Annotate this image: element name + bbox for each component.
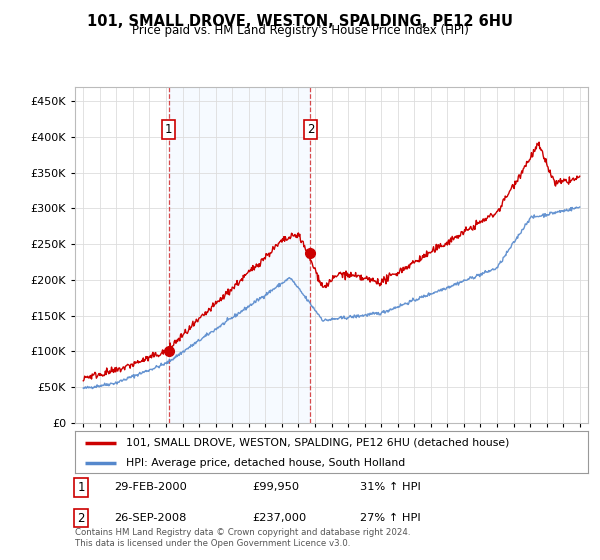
Text: 1: 1 [165, 123, 172, 136]
Text: 101, SMALL DROVE, WESTON, SPALDING, PE12 6HU: 101, SMALL DROVE, WESTON, SPALDING, PE12… [87, 14, 513, 29]
Text: £237,000: £237,000 [252, 513, 306, 523]
Text: 1: 1 [77, 480, 85, 494]
Text: 2: 2 [307, 123, 314, 136]
Text: £99,950: £99,950 [252, 482, 299, 492]
Text: Contains HM Land Registry data © Crown copyright and database right 2024.
This d: Contains HM Land Registry data © Crown c… [75, 528, 410, 548]
Bar [169, 87, 310, 423]
Text: 26-SEP-2008: 26-SEP-2008 [114, 513, 187, 523]
Text: Price paid vs. HM Land Registry's House Price Index (HPI): Price paid vs. HM Land Registry's House … [131, 24, 469, 36]
Text: 29-FEB-2000: 29-FEB-2000 [114, 482, 187, 492]
Text: 2: 2 [77, 511, 85, 525]
Text: HPI: Average price, detached house, South Holland: HPI: Average price, detached house, Sout… [127, 458, 406, 468]
Text: 101, SMALL DROVE, WESTON, SPALDING, PE12 6HU (detached house): 101, SMALL DROVE, WESTON, SPALDING, PE12… [127, 438, 509, 448]
Text: 27% ↑ HPI: 27% ↑ HPI [360, 513, 421, 523]
Text: 31% ↑ HPI: 31% ↑ HPI [360, 482, 421, 492]
